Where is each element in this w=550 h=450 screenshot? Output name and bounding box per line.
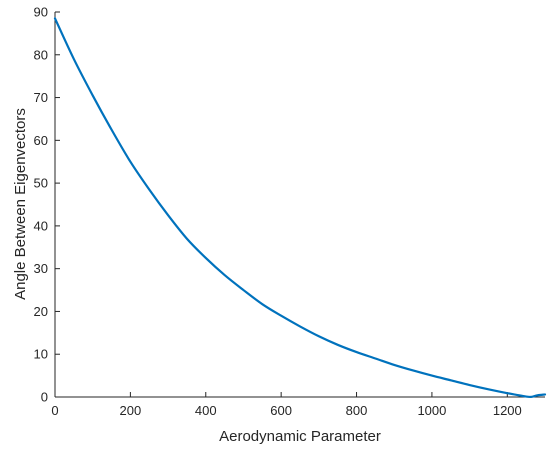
y-axis-label: Angle Between Eigenvectors <box>12 108 29 300</box>
y-tick-label: 80 <box>34 47 48 62</box>
x-tick-label: 0 <box>51 403 58 418</box>
y-tick-label: 40 <box>34 218 48 233</box>
y-tick-label: 90 <box>34 5 48 20</box>
x-tick-label: 200 <box>120 403 142 418</box>
y-tick-label: 10 <box>34 347 48 362</box>
x-tick-label: 1000 <box>417 403 446 418</box>
x-tick-label: 800 <box>346 403 368 418</box>
x-tick-label: 1200 <box>493 403 522 418</box>
series-line <box>53 17 547 399</box>
y-tick-label: 50 <box>34 176 48 191</box>
y-tick-label: 0 <box>41 390 48 405</box>
x-axis-label: Aerodynamic Parameter <box>219 428 381 445</box>
axis-ticks: 0 10 20 30 40 50 60 70 80 90 0 200 400 600 800 1000 1200 <box>34 5 522 419</box>
y-tick-label: 30 <box>34 261 48 276</box>
y-tick-label: 20 <box>34 304 48 319</box>
x-tick-label: 600 <box>270 403 292 418</box>
y-tick-label: 60 <box>34 133 48 148</box>
x-tick-label: 400 <box>195 403 217 418</box>
y-tick-label: 70 <box>34 90 48 105</box>
